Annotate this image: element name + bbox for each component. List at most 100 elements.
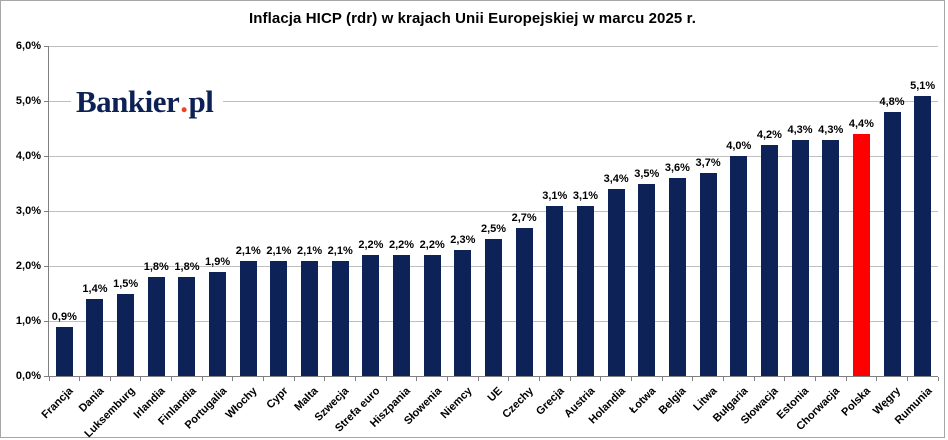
x-axis-tick xyxy=(569,377,571,381)
bar-highlight-polska xyxy=(852,134,870,376)
x-axis-category-label: Francja xyxy=(39,385,76,422)
x-axis-tick xyxy=(630,377,632,381)
bar-value-label: 1,8% xyxy=(174,261,200,273)
x-axis-tick xyxy=(109,377,111,381)
logo-dot-icon: . xyxy=(180,84,188,119)
x-axis-category-label: Belgia xyxy=(657,385,689,417)
bar xyxy=(515,227,533,376)
bar-value-label: 2,3% xyxy=(450,233,476,246)
y-axis-label: 1,0% xyxy=(15,314,41,327)
x-axis-tick xyxy=(232,377,234,381)
bar-value-label: 2,2% xyxy=(419,239,445,251)
x-axis-tick xyxy=(906,377,908,381)
bar xyxy=(454,249,472,376)
x-axis-tick xyxy=(538,377,540,381)
x-axis-tick xyxy=(753,377,755,381)
x-axis-category-label: Włochy xyxy=(223,385,260,422)
x-axis-tick xyxy=(171,377,173,381)
bar-value-label: 4,4% xyxy=(848,118,874,130)
bar-value-label: 3,1% xyxy=(572,189,598,202)
bar xyxy=(362,255,380,376)
x-axis-tick xyxy=(477,377,479,381)
bar-value-label: 1,5% xyxy=(113,277,139,290)
bar xyxy=(147,277,165,376)
bar xyxy=(576,205,594,376)
x-axis-tick xyxy=(263,377,265,381)
x-axis-tick xyxy=(661,377,663,381)
bar-value-label: 4,3% xyxy=(818,123,844,136)
x-axis-tick xyxy=(876,377,878,381)
x-axis-category-label: Litwa xyxy=(691,385,720,414)
x-axis-tick xyxy=(416,377,418,381)
gridline xyxy=(49,45,938,47)
bar-value-label: 4,8% xyxy=(879,96,905,108)
x-axis-line xyxy=(48,376,938,377)
x-axis-tick xyxy=(293,377,295,381)
gridline xyxy=(49,210,938,212)
y-axis-tick xyxy=(44,210,48,212)
y-axis-label: 4,0% xyxy=(15,149,41,162)
bar-value-label: 2,1% xyxy=(266,244,292,257)
x-axis-tick xyxy=(814,377,816,381)
bar-value-label: 2,2% xyxy=(388,239,415,251)
bar-value-label: 4,2% xyxy=(756,129,782,141)
y-axis-tick xyxy=(44,320,48,322)
bar-value-label: 2,5% xyxy=(480,222,507,235)
bar xyxy=(270,260,288,376)
x-axis-category-label: Czechy xyxy=(499,385,536,421)
x-axis-tick xyxy=(447,377,449,381)
x-axis-tick xyxy=(79,377,81,381)
bar-value-label: 1,8% xyxy=(143,261,169,273)
x-axis-tick xyxy=(385,377,387,381)
y-axis-label: 6,0% xyxy=(15,39,41,52)
bar-value-label: 1,9% xyxy=(205,255,231,268)
bar-value-label: 2,1% xyxy=(327,244,353,257)
y-axis-tick xyxy=(44,100,48,102)
bar xyxy=(209,271,227,376)
bar-value-label: 3,4% xyxy=(603,173,629,185)
x-axis-tick xyxy=(140,377,142,381)
bar xyxy=(791,139,809,376)
y-axis-label: 3,0% xyxy=(15,204,41,217)
y-axis-label: 5,0% xyxy=(15,94,41,107)
bar xyxy=(423,255,441,376)
x-axis-tick xyxy=(937,377,939,381)
bar-value-label: 4,0% xyxy=(726,140,752,152)
bar xyxy=(86,299,104,376)
logo-text-main: Bankier xyxy=(76,84,180,119)
x-axis-category-label: Niemcy xyxy=(438,385,475,422)
bar-value-label: 2,2% xyxy=(358,239,384,251)
bar xyxy=(546,205,564,376)
bar-value-label: 3,5% xyxy=(634,167,660,180)
y-axis-line xyxy=(48,46,49,377)
bar-value-label: 2,1% xyxy=(297,244,323,257)
x-axis-tick xyxy=(508,377,510,381)
bar xyxy=(914,95,932,376)
x-axis-category-label: Polska xyxy=(839,385,873,419)
bar-value-label: 2,1% xyxy=(235,244,261,257)
bar xyxy=(607,189,625,376)
x-axis-tick xyxy=(48,377,50,381)
chart-title: Inflacja HICP (rdr) w krajach Unii Europ… xyxy=(248,10,697,27)
y-axis-tick xyxy=(44,45,48,47)
bar-value-label: 5,1% xyxy=(910,79,936,92)
bar xyxy=(301,260,319,376)
bar xyxy=(331,260,349,376)
bankier-logo: Bankier.pl xyxy=(71,83,224,120)
gridline xyxy=(49,100,938,102)
x-axis-tick xyxy=(722,377,724,381)
bar xyxy=(239,260,257,376)
bar-value-label: 2,7% xyxy=(511,211,537,224)
y-axis-tick xyxy=(44,155,48,157)
bar xyxy=(699,172,717,376)
x-axis-tick xyxy=(692,377,694,381)
bar xyxy=(730,156,748,376)
plot-area: 0,0% 1,0% 2,0% 3,0% 4,0% 5,0% 6,0% 0,9% Francja 1… xyxy=(16,40,939,440)
bar xyxy=(760,145,778,376)
x-axis-category-label: UE xyxy=(485,385,505,405)
y-axis-tick xyxy=(44,265,48,267)
y-axis-label: 0,0% xyxy=(15,369,41,382)
x-axis-tick xyxy=(201,377,203,381)
x-axis-tick xyxy=(784,377,786,381)
bar-value-label: 4,3% xyxy=(787,123,813,136)
